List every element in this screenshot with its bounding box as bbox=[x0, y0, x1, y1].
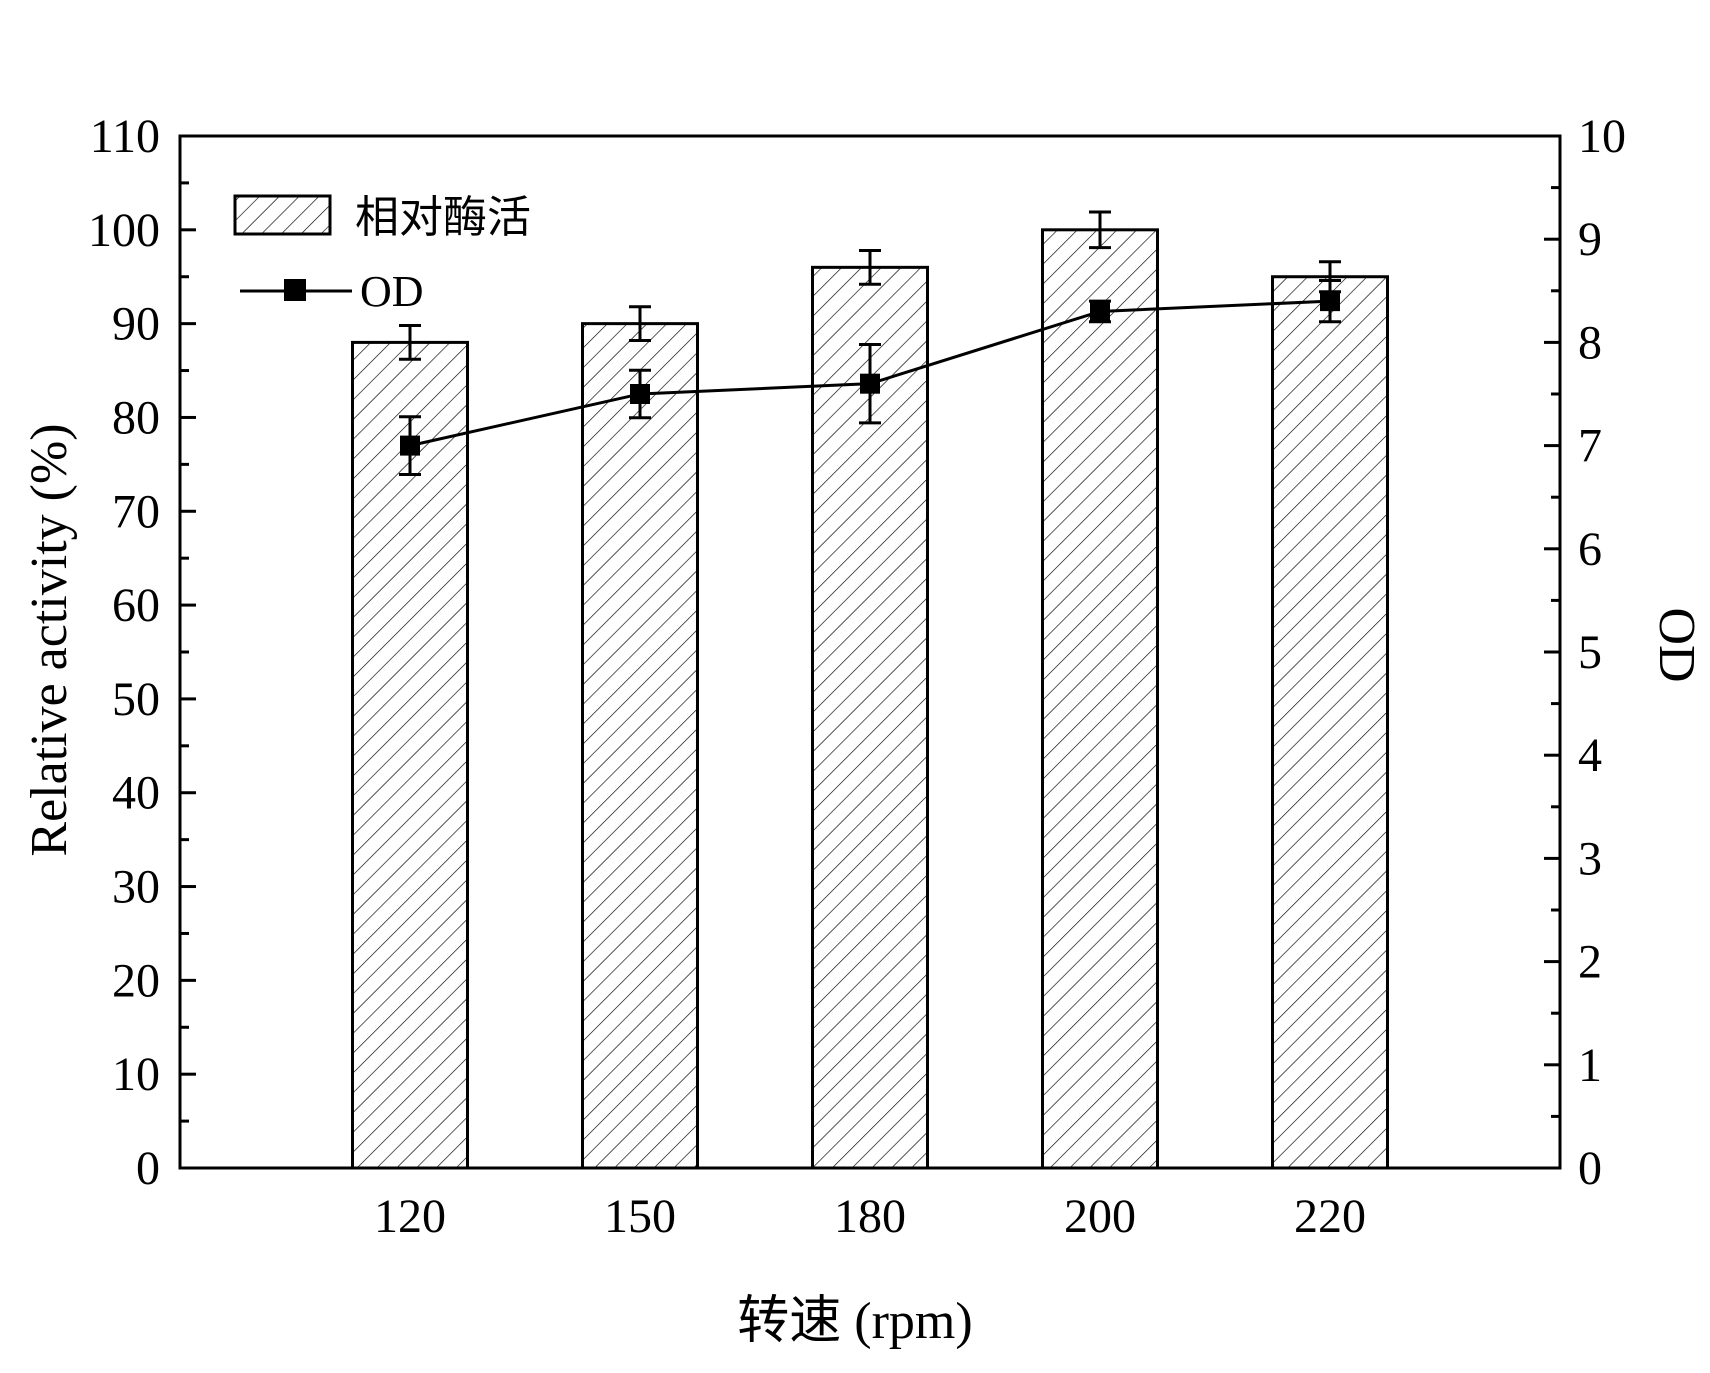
bar bbox=[581, 322, 699, 1170]
y-tick-label: 80 bbox=[112, 391, 160, 444]
y-tick-label: 70 bbox=[112, 485, 160, 538]
od-point bbox=[630, 384, 650, 404]
x-tick-label: 200 bbox=[1064, 1190, 1136, 1243]
legend: 相对酶活 OD bbox=[233, 193, 531, 316]
y2-tick-label: 2 bbox=[1578, 936, 1602, 989]
od-point bbox=[860, 373, 880, 394]
bar bbox=[1041, 228, 1159, 1170]
y2-tick-label: 6 bbox=[1578, 523, 1602, 576]
y2-tick-label: 9 bbox=[1578, 213, 1602, 266]
y-tick-label: 110 bbox=[90, 110, 160, 163]
od-point bbox=[400, 435, 420, 456]
y-tick-label: 20 bbox=[112, 954, 160, 1007]
axes-layer: 0 10 20 30 40 50 60 70 80 90 100 110 0 1 2 3 4 5 6 7 8 9 10 120… bbox=[88, 110, 1626, 1243]
y-tick-label: 10 bbox=[112, 1048, 160, 1101]
y2-tick-label: 1 bbox=[1578, 1039, 1602, 1092]
x-axis-title: 转速 (rpm) bbox=[737, 1293, 972, 1350]
y2-tick-label: 0 bbox=[1578, 1142, 1602, 1195]
y2-tick-label: 10 bbox=[1578, 110, 1626, 163]
legend-bar-label: 相对酶活 bbox=[355, 193, 531, 242]
y2-axis-title: OD bbox=[1648, 607, 1705, 682]
y-tick-label: 90 bbox=[112, 298, 160, 351]
legend-square-marker-icon bbox=[284, 279, 306, 301]
od-point bbox=[1320, 291, 1340, 312]
od-series-layer bbox=[399, 278, 1341, 476]
legend-line-label: OD bbox=[360, 267, 424, 316]
y2-tick-label: 8 bbox=[1578, 316, 1602, 369]
od-point bbox=[1090, 301, 1110, 322]
y-tick-label: 50 bbox=[112, 673, 160, 726]
bar bbox=[1271, 275, 1389, 1170]
y2-tick-label: 5 bbox=[1578, 626, 1602, 679]
y-tick-label: 40 bbox=[112, 767, 160, 820]
bars-layer bbox=[351, 210, 1389, 1170]
x-tick-label: 120 bbox=[374, 1190, 446, 1243]
x-tick-label: 220 bbox=[1294, 1190, 1366, 1243]
y-tick-label: 100 bbox=[88, 204, 160, 257]
y-tick-label: 0 bbox=[136, 1142, 160, 1195]
y2-tick-label: 7 bbox=[1578, 420, 1602, 473]
legend-bar-swatch bbox=[233, 194, 332, 236]
y2-tick-label: 4 bbox=[1578, 729, 1602, 782]
y-axis-title: Relative activity (%) bbox=[21, 423, 78, 856]
x-tick-label: 150 bbox=[604, 1190, 676, 1243]
bar bbox=[351, 340, 469, 1170]
y2-tick-label: 3 bbox=[1578, 832, 1602, 885]
y-tick-label: 30 bbox=[112, 861, 160, 914]
y-tick-label: 60 bbox=[112, 579, 160, 632]
x-tick-label: 180 bbox=[834, 1190, 906, 1243]
